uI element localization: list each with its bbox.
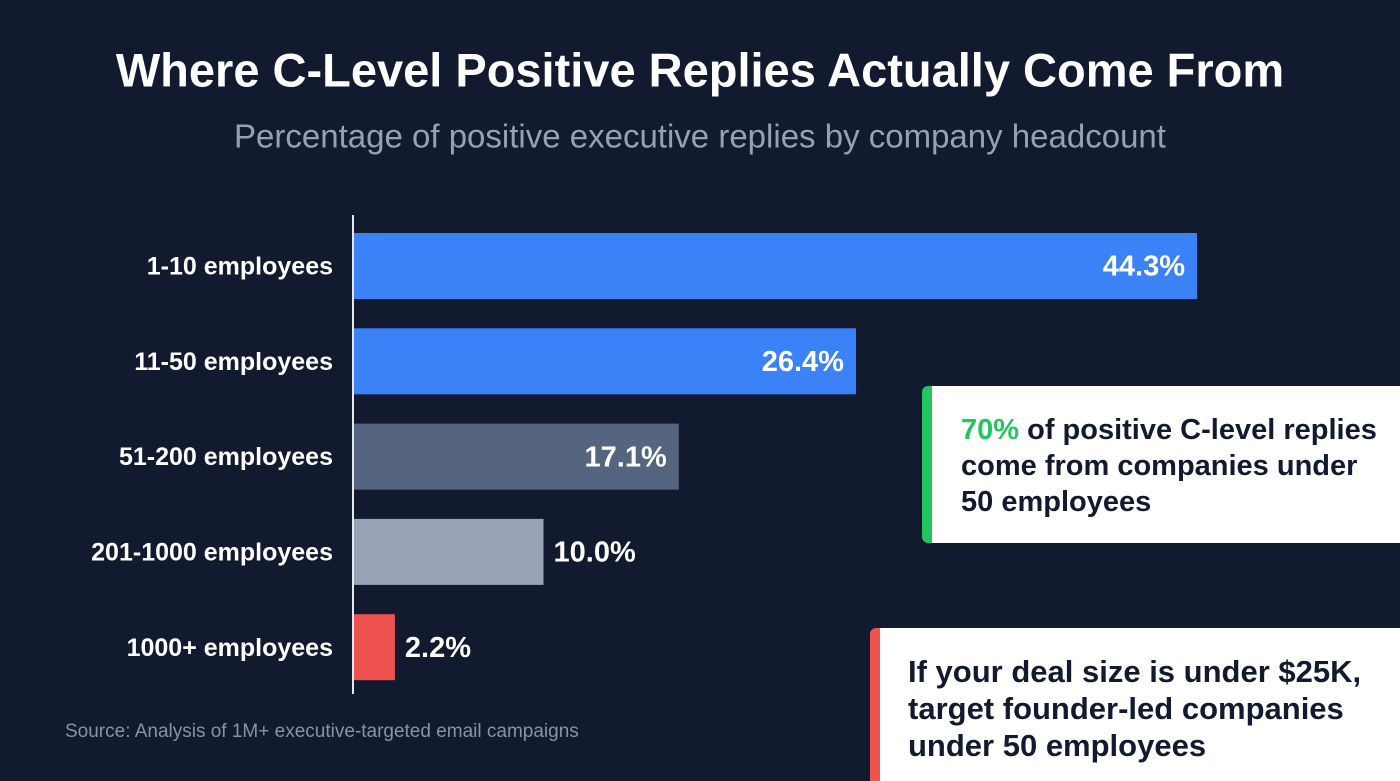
- value-label: 2.2%: [405, 632, 471, 664]
- callout-text: of positive C-level replies come from co…: [961, 414, 1377, 518]
- bar: [354, 614, 395, 681]
- callout-box: If your deal size is under $25K, target …: [870, 628, 1400, 781]
- value-label: 10.0%: [554, 537, 636, 569]
- source-note: Source: Analysis of 1M+ executive-target…: [65, 721, 579, 742]
- chart-title: Where C-Level Positive Replies Actually …: [116, 43, 1284, 96]
- value-label: 26.4%: [762, 346, 844, 378]
- bar: [354, 423, 679, 490]
- y-tick-label: 51-200 employees: [119, 443, 333, 471]
- y-tick-label: 1000+ employees: [127, 634, 333, 662]
- y-tick-label: 11-50 employees: [134, 348, 333, 376]
- callout-highlight: 70%: [961, 414, 1020, 446]
- callout-text: If your deal size is under $25K, target …: [908, 654, 1362, 763]
- y-tick-label: 1-10 employees: [147, 253, 333, 281]
- bar: [354, 328, 856, 395]
- chart-subtitle: Percentage of positive executive replies…: [234, 118, 1166, 155]
- callout-box: 70% of positive C-level replies come fro…: [922, 386, 1400, 543]
- bar: [354, 233, 1197, 299]
- value-label: 17.1%: [585, 441, 667, 473]
- value-label: 44.3%: [1103, 251, 1185, 283]
- bar: [354, 518, 544, 585]
- y-tick-label: 201-1000 employees: [91, 539, 333, 567]
